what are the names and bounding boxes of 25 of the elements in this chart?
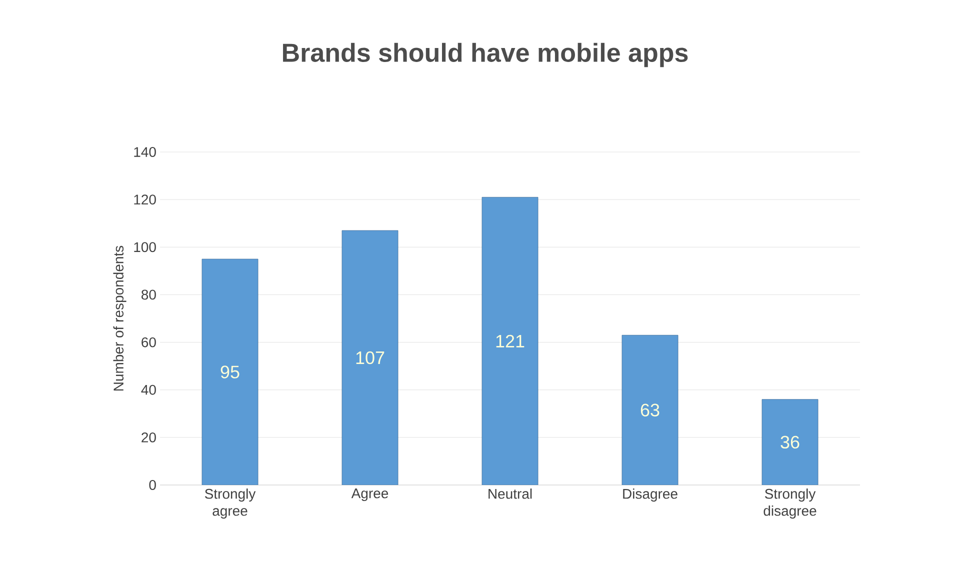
y-tick-label: 40: [141, 384, 156, 395]
data-label: 107: [356, 351, 384, 364]
y-tick-label: 60: [142, 337, 156, 348]
x-tick-label: Neutral: [488, 488, 532, 499]
bar: [342, 230, 398, 485]
chart-title: Brands should have mobile apps: [283, 42, 688, 68]
bar: [762, 399, 818, 485]
bar: [202, 258, 258, 485]
x-tick-label: Disagree: [623, 488, 678, 502]
data-label: 63: [640, 404, 660, 416]
data-label: 121: [496, 334, 524, 348]
y-tick-label: 140: [134, 147, 156, 157]
x-tick-label: Strongly disagree: [764, 488, 816, 519]
bar: [482, 196, 538, 485]
y-tick-label: 120: [134, 194, 156, 205]
y-axis-title: Number of respondents: [113, 246, 126, 390]
y-tick-label: 0: [149, 480, 156, 490]
data-label: 95: [220, 366, 240, 378]
y-tick-label: 20: [142, 432, 156, 442]
bar: [622, 334, 678, 485]
y-tick-label: 80: [142, 290, 156, 300]
x-tick-label: Agree: [351, 488, 388, 502]
x-tick-label: Strongly agree: [204, 488, 256, 519]
data-label: 36: [780, 436, 800, 449]
y-tick-label: 100: [134, 242, 156, 252]
